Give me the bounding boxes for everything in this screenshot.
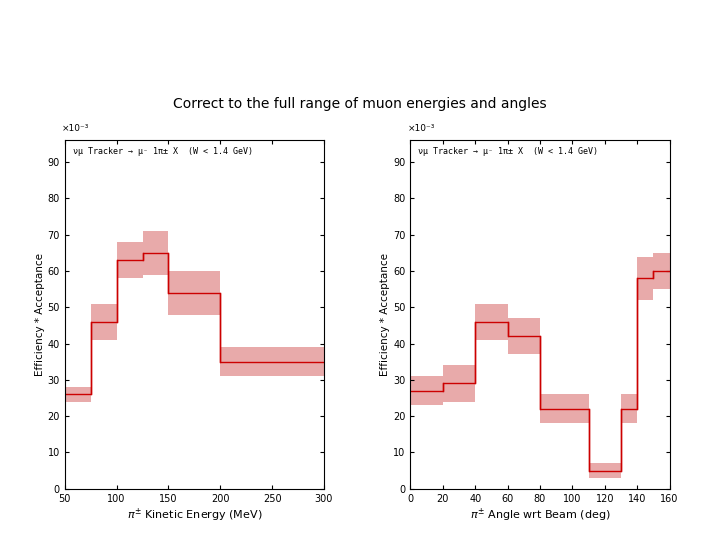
X-axis label: $\pi^{\pm}$ Kinetic Energy (MeV): $\pi^{\pm}$ Kinetic Energy (MeV) — [127, 507, 262, 524]
Y-axis label: Efficiency * Acceptance: Efficiency * Acceptance — [380, 253, 390, 376]
X-axis label: $\pi^{\pm}$ Angle wrt Beam (deg): $\pi^{\pm}$ Angle wrt Beam (deg) — [469, 507, 611, 524]
Text: ×10⁻³: ×10⁻³ — [408, 124, 435, 133]
Text: νμ Tracker → μ⁻ 1π± X  (W < 1.4 GeV): νμ Tracker → μ⁻ 1π± X (W < 1.4 GeV) — [418, 147, 598, 157]
Text: ×10⁻³: ×10⁻³ — [62, 124, 89, 133]
Text: 41: 41 — [679, 515, 698, 529]
Text: Brandon Eberly, University of Pittsburgh: Brandon Eberly, University of Pittsburgh — [269, 517, 451, 526]
Y-axis label: Efficiency * Acceptance: Efficiency * Acceptance — [35, 253, 45, 376]
Text: Efficiency Correction: Efficiency Correction — [189, 21, 531, 49]
Text: Correct to the full range of muon energies and angles: Correct to the full range of muon energi… — [174, 97, 546, 111]
Text: Fermilab Joint Experimental-Theoretical Seminar: Fermilab Joint Experimental-Theoretical … — [22, 517, 241, 526]
Text: νμ Tracker → μ⁻ 1π± X  (W < 1.4 GeV): νμ Tracker → μ⁻ 1π± X (W < 1.4 GeV) — [73, 147, 253, 157]
